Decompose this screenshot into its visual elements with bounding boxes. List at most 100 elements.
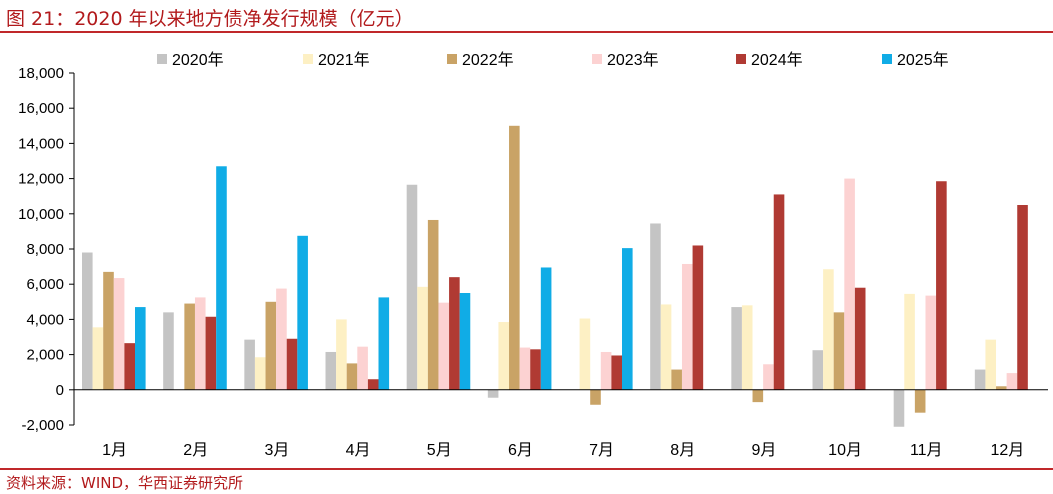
legend-label: 2025年 <box>897 51 949 69</box>
bar <box>893 389 905 427</box>
bar <box>92 327 104 390</box>
y-tick-label: 6,000 <box>26 276 64 293</box>
bar <box>459 293 471 390</box>
bar <box>752 389 764 403</box>
bar <box>325 351 337 390</box>
bar <box>357 346 368 390</box>
bar <box>378 297 390 390</box>
y-tick-label: 14,000 <box>18 135 64 152</box>
y-tick-label: 10,000 <box>18 206 64 223</box>
bar <box>763 364 774 390</box>
x-tick-label: 3月 <box>264 442 289 459</box>
bar <box>113 278 125 390</box>
bar <box>671 369 682 390</box>
y-tick-label: 4,000 <box>26 311 64 328</box>
chart-title: 图 21：2020 年以来地方债净发行规模（亿元） <box>6 8 414 30</box>
bar <box>1006 373 1018 390</box>
bar <box>406 184 418 390</box>
x-tick-label: 7月 <box>589 442 614 459</box>
bar <box>346 363 358 390</box>
bar <box>773 194 785 390</box>
x-tick-label: 6月 <box>508 442 533 459</box>
bar <box>692 245 704 390</box>
y-tick-label: 12,000 <box>18 171 64 188</box>
bar <box>276 288 287 390</box>
bar <box>509 125 520 390</box>
legend-label: 2021年 <box>318 51 370 69</box>
y-tick-label: 0 <box>56 382 64 399</box>
bar <box>611 355 622 390</box>
legend-label: 2022年 <box>462 51 514 69</box>
bar <box>254 357 266 390</box>
bar <box>286 338 298 390</box>
bar <box>914 389 926 413</box>
bar <box>650 223 661 390</box>
bar <box>854 287 866 390</box>
bar <box>530 349 541 390</box>
x-tick-label: 11月 <box>910 442 943 459</box>
bottom-rule <box>0 468 1053 470</box>
x-tick-label: 10月 <box>828 442 862 459</box>
bar <box>833 312 845 390</box>
bar <box>974 369 986 390</box>
bar <box>823 269 834 390</box>
bar <box>216 166 227 390</box>
bar <box>540 267 552 390</box>
bar <box>205 316 217 390</box>
bar <box>103 271 114 390</box>
legend-swatch <box>882 54 892 64</box>
bar <box>244 339 255 390</box>
bar <box>519 347 531 390</box>
x-tick-label: 2月 <box>183 442 208 459</box>
y-tick-label: -2,000 <box>21 417 64 434</box>
bar <box>449 277 460 390</box>
bar <box>336 319 347 390</box>
x-tick-label: 5月 <box>427 442 452 459</box>
x-tick-label: 4月 <box>346 442 371 459</box>
bar <box>265 301 277 390</box>
bar <box>194 297 206 390</box>
bar <box>367 379 379 390</box>
legend-swatch <box>447 54 457 64</box>
y-tick-label: 16,000 <box>18 100 64 117</box>
bar <box>904 293 915 390</box>
bar <box>600 351 612 390</box>
bar <box>1017 205 1028 390</box>
bar <box>741 305 753 390</box>
x-tick-label: 9月 <box>751 442 776 459</box>
bar <box>297 235 308 390</box>
bar <box>590 389 601 405</box>
legend-swatch <box>592 54 602 64</box>
x-tick-label: 12月 <box>991 442 1025 459</box>
bar-chart: 2020年 2021年 2022年 2023年 2024年 2025年 -2,000 0 2,… <box>18 51 1048 459</box>
source-note: 资料来源：WIND，华西证券研究所 <box>6 474 244 492</box>
y-tick-label: 18,000 <box>18 65 64 82</box>
bar <box>487 389 499 398</box>
bar <box>985 339 997 390</box>
bar <box>731 307 742 390</box>
bar <box>184 303 195 390</box>
x-axis: 1月 2月 3月 4月 5月 6月 7月 8月 9月 10月 11月 12月 <box>74 389 1048 459</box>
legend-swatch <box>157 54 167 64</box>
bar <box>417 286 428 390</box>
y-axis: -2,000 0 2,000 4,000 6,000 8,000 10,000 12,000 1… <box>18 65 75 434</box>
y-tick-label: 8,000 <box>26 241 64 258</box>
legend-swatch <box>736 54 746 64</box>
bar <box>579 318 591 390</box>
bars <box>82 125 1028 427</box>
bar <box>812 350 824 390</box>
legend-label: 2023年 <box>607 51 659 69</box>
bar <box>660 304 672 390</box>
legend: 2020年 2021年 2022年 2023年 2024年 2025年 <box>157 51 949 69</box>
bar <box>82 252 93 390</box>
bar <box>936 181 947 390</box>
bar <box>124 343 135 390</box>
bar <box>498 322 510 390</box>
legend-label: 2024年 <box>751 51 803 69</box>
bar <box>622 248 633 390</box>
top-rule <box>0 31 1053 33</box>
y-tick-label: 2,000 <box>26 347 64 364</box>
bar <box>925 295 937 390</box>
bar <box>844 178 855 390</box>
legend-label: 2020年 <box>172 51 224 69</box>
